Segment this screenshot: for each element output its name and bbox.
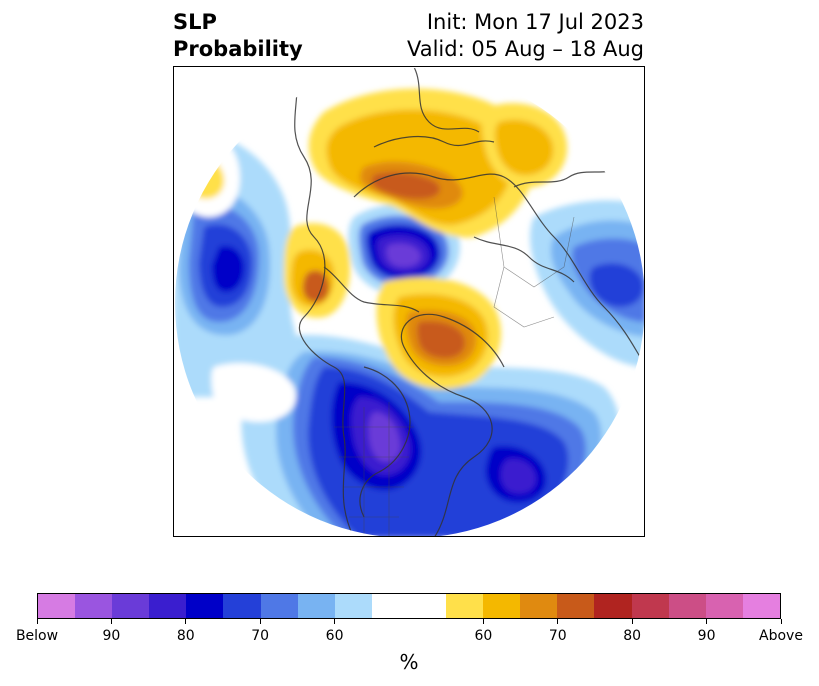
colorbar-cell bbox=[483, 594, 521, 618]
colorbar-cell bbox=[297, 594, 335, 618]
colorbar-cell bbox=[112, 594, 150, 618]
colorbar-cell bbox=[186, 594, 224, 618]
colorbar-cell bbox=[260, 594, 298, 618]
colorbar-tick-label: Above bbox=[759, 628, 803, 644]
colorbar-cell bbox=[149, 594, 187, 618]
colorbar-tick-mark bbox=[185, 619, 187, 624]
colorbar-cell bbox=[38, 594, 76, 618]
colorbar-tick-label: 70 bbox=[548, 628, 567, 644]
colorbar-tick-mark bbox=[631, 619, 633, 624]
colorbar-tick-mark bbox=[36, 619, 38, 624]
colorbar-tick-mark bbox=[706, 619, 708, 624]
map-panel bbox=[173, 66, 645, 537]
colorbar-tick-mark bbox=[780, 619, 782, 624]
colorbar-cell bbox=[742, 594, 780, 618]
colorbar-cell bbox=[75, 594, 113, 618]
colorbar-tick-label: 70 bbox=[251, 628, 270, 644]
colorbar-cell bbox=[631, 594, 669, 618]
colorbar-cell bbox=[446, 594, 484, 618]
colorbar-cell bbox=[668, 594, 706, 618]
colorbar-tick-label: 80 bbox=[623, 628, 642, 644]
colorbar-cell bbox=[371, 594, 409, 618]
map-title: SLP Probability bbox=[173, 9, 303, 63]
colorbar-cell bbox=[705, 594, 743, 618]
colorbar-unit-label: % bbox=[399, 650, 419, 674]
colorbar-tick-label: 90 bbox=[697, 628, 716, 644]
map-dates: Init: Mon 17 Jul 2023 Valid: 05 Aug – 18… bbox=[407, 9, 644, 63]
colorbar-tick-mark bbox=[557, 619, 559, 624]
title-metric: Probability bbox=[173, 37, 303, 61]
colorbar-tick-mark bbox=[259, 619, 261, 624]
colorbar-tick-mark bbox=[334, 619, 336, 624]
colorbar-cell bbox=[223, 594, 261, 618]
colorbar-cell bbox=[408, 594, 447, 618]
probability-map bbox=[175, 68, 644, 536]
init-date: Init: Mon 17 Jul 2023 bbox=[426, 10, 644, 34]
colorbar-tick-label: 60 bbox=[325, 628, 344, 644]
valid-period: Valid: 05 Aug – 18 Aug bbox=[406, 37, 644, 61]
colorbar-cell bbox=[520, 594, 558, 618]
colorbar-tick-label: 60 bbox=[474, 628, 493, 644]
colorbar-tick-mark bbox=[482, 619, 484, 624]
probability-field bbox=[175, 68, 644, 536]
title-variable: SLP bbox=[173, 10, 217, 34]
colorbar-cell bbox=[334, 594, 372, 618]
colorbar-cell bbox=[594, 594, 632, 618]
colorbar-cell bbox=[557, 594, 595, 618]
colorbar-tick-label: Below bbox=[15, 628, 59, 644]
colorbar-tick-label: 80 bbox=[176, 628, 195, 644]
colorbar bbox=[37, 593, 781, 619]
colorbar-tick-label: 90 bbox=[102, 628, 121, 644]
colorbar-tick-mark bbox=[110, 619, 112, 624]
